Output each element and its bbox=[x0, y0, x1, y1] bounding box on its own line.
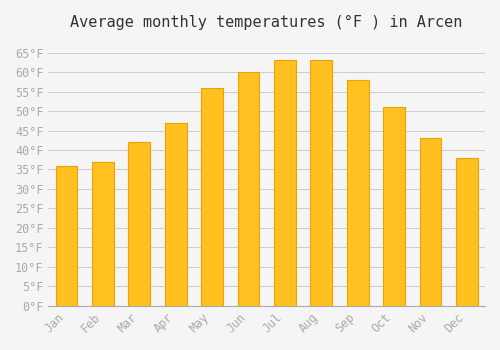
Bar bbox=[456, 158, 477, 306]
Bar bbox=[346, 80, 368, 306]
Title: Average monthly temperatures (°F ) in Arcen: Average monthly temperatures (°F ) in Ar… bbox=[70, 15, 463, 30]
Bar bbox=[201, 88, 223, 306]
Bar bbox=[420, 138, 442, 306]
Bar bbox=[238, 72, 260, 306]
Bar bbox=[274, 61, 296, 306]
Bar bbox=[92, 162, 114, 306]
Bar bbox=[56, 166, 78, 306]
Bar bbox=[128, 142, 150, 306]
Bar bbox=[310, 61, 332, 306]
Bar bbox=[383, 107, 405, 306]
Bar bbox=[165, 123, 186, 306]
